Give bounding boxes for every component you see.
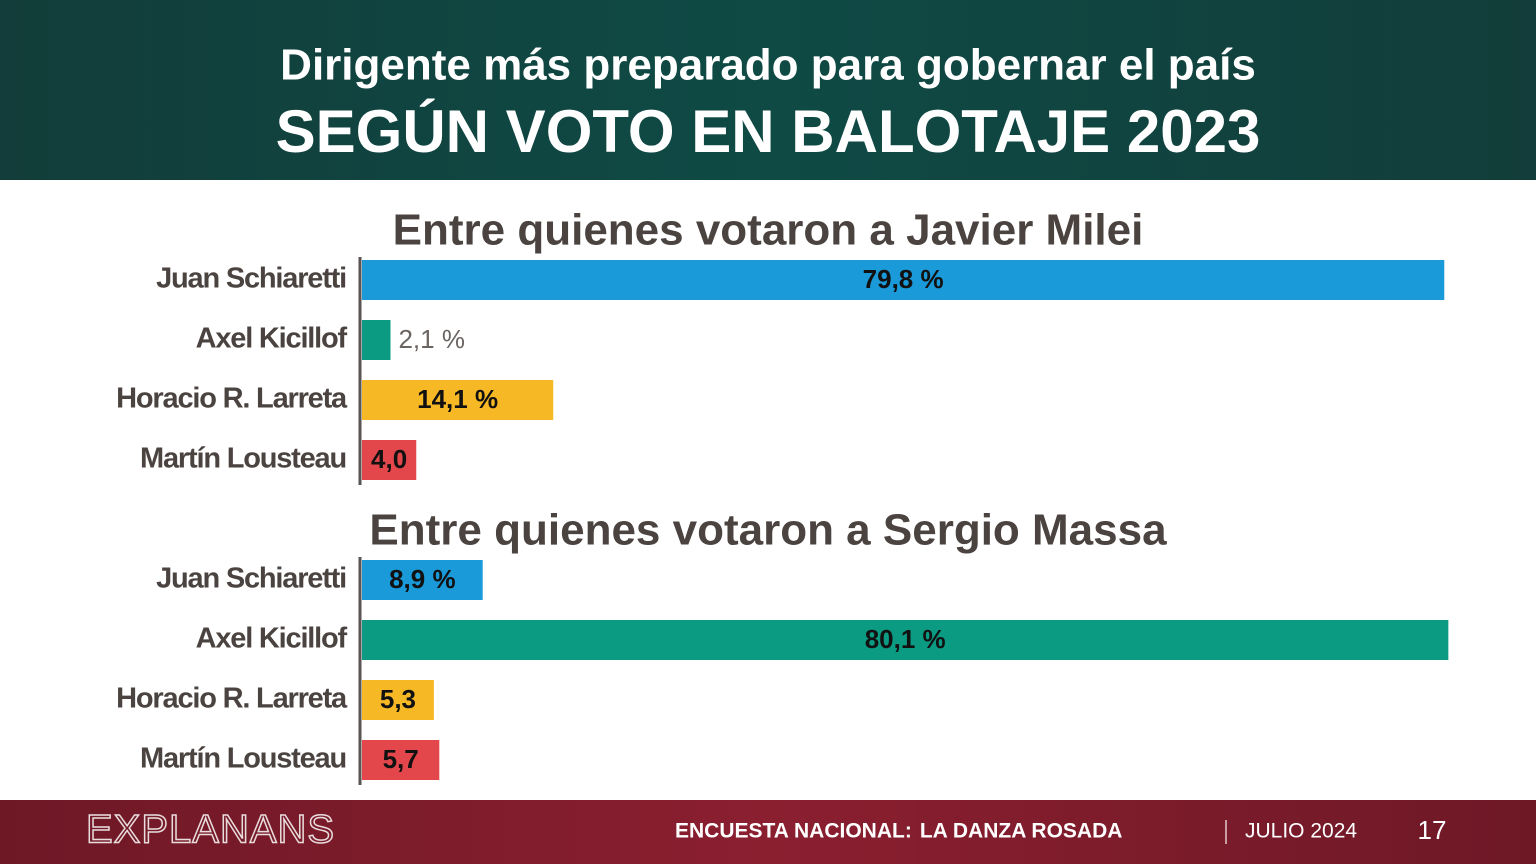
bar <box>362 380 554 420</box>
category-label: Axel Kicillof <box>196 623 348 655</box>
category-label: Martín Lousteau <box>140 743 346 775</box>
value-label: 5,3 <box>380 684 416 714</box>
bar <box>362 260 1445 300</box>
value-label: 4,0 <box>371 444 407 474</box>
category-label: Horacio R. Larreta <box>116 383 348 415</box>
chart-title: Entre quienes votaron a Javier Milei <box>393 206 1144 255</box>
page-number: 17 <box>1418 815 1447 845</box>
bar <box>362 740 440 780</box>
date: JULIO 2024 <box>1245 820 1357 843</box>
title: Dirigente más preparado para gobernar el… <box>280 41 1256 90</box>
category-label: Horacio R. Larreta <box>116 683 348 715</box>
footer-bg <box>0 800 1536 864</box>
value-label: 14,1 % <box>417 384 498 414</box>
value-label: 2,1 % <box>398 324 465 354</box>
header-bg <box>0 0 1536 180</box>
category-label: Juan Schiaretti <box>156 563 346 595</box>
value-label: 80,1 % <box>865 624 946 654</box>
value-label: 5,7 <box>383 744 419 774</box>
bar <box>362 620 1449 660</box>
subtitle: SEGÚN VOTO EN BALOTAJE 2023 <box>276 98 1261 165</box>
bar <box>362 680 434 720</box>
survey-name: LA DANZA ROSADA <box>920 820 1123 843</box>
category-label: Martín Lousteau <box>140 443 346 475</box>
value-label: 8,9 % <box>389 564 456 594</box>
value-label: 79,8 % <box>863 264 944 294</box>
bar <box>362 440 417 480</box>
category-label: Juan Schiaretti <box>156 263 346 295</box>
bar <box>362 320 391 360</box>
survey: ENCUESTA NACIONAL: <box>675 820 912 843</box>
category-label: Axel Kicillof <box>196 323 348 355</box>
bar <box>362 560 483 600</box>
chart-title: Entre quienes votaron a Sergio Massa <box>369 506 1167 555</box>
logo: EXPLANANS <box>86 808 335 852</box>
